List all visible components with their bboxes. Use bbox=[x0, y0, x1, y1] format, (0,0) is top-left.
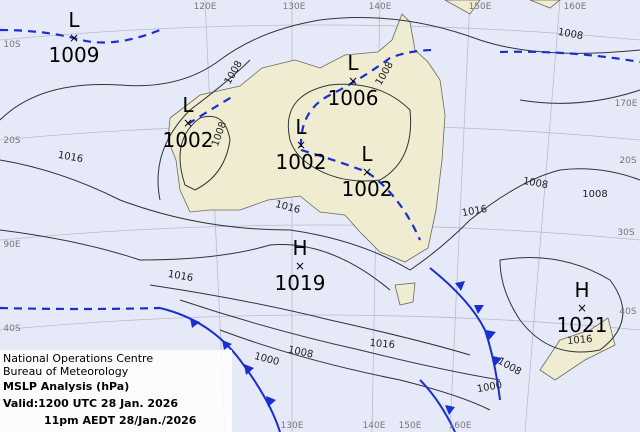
grid-label: 10S bbox=[3, 40, 20, 50]
centre-marker: × bbox=[295, 259, 305, 273]
grid-label: 90E bbox=[3, 240, 20, 250]
centre-marker: × bbox=[69, 31, 79, 45]
centre-kind: H bbox=[292, 236, 307, 260]
isobar-label: 1016 bbox=[57, 150, 84, 165]
centre-value: 1021 bbox=[557, 313, 608, 337]
valid-local: 11pm AEDT 28/Jan./2026 bbox=[44, 414, 197, 427]
info-box bbox=[0, 350, 232, 432]
valid-utc: Valid:1200 UTC 28 Jan. 2026 bbox=[3, 397, 178, 410]
grid-label: 130E bbox=[281, 421, 304, 431]
grid-label: 130E bbox=[283, 2, 306, 12]
centre-value: 1006 bbox=[328, 86, 379, 110]
grid-label: 20S bbox=[3, 136, 20, 146]
isobar-label: 1008 bbox=[287, 345, 314, 361]
cold-fronts bbox=[159, 267, 502, 432]
isobar-label: 1008 bbox=[557, 27, 584, 42]
map-title: MSLP Analysis (hPa) bbox=[3, 380, 129, 393]
isobars bbox=[0, 17, 640, 411]
centre-kind: L bbox=[68, 8, 80, 32]
grid-label: 170E bbox=[615, 99, 638, 109]
centre-kind: L bbox=[182, 93, 194, 117]
australia bbox=[167, 13, 446, 263]
centre-kind: L bbox=[347, 51, 359, 75]
grid-label: 140E bbox=[363, 421, 386, 431]
centre-value: 1002 bbox=[163, 128, 214, 152]
grid-label: 150E bbox=[399, 421, 422, 431]
grid-label: 160E bbox=[564, 2, 587, 12]
centre-kind: L bbox=[361, 142, 373, 166]
centre-value: 1002 bbox=[276, 150, 327, 174]
centre-marker: × bbox=[362, 165, 372, 179]
centre-marker: × bbox=[183, 116, 193, 130]
isobar-label: 1008 bbox=[582, 189, 607, 200]
centre-value: 1019 bbox=[275, 271, 326, 295]
troughs bbox=[0, 28, 640, 311]
isobar-label: 1016 bbox=[567, 334, 593, 347]
tasmania bbox=[394, 282, 416, 306]
centre-kind: L bbox=[295, 115, 307, 139]
new-zealand bbox=[539, 317, 616, 381]
agency: Bureau of Meteorology bbox=[3, 365, 129, 378]
centre-value: 1002 bbox=[342, 177, 393, 201]
centre-kind: H bbox=[574, 278, 589, 302]
grid-label: 40S bbox=[619, 307, 636, 317]
isobar-label: 1016 bbox=[369, 338, 395, 351]
centre-value: 1009 bbox=[49, 43, 100, 67]
grid-label: 30S bbox=[617, 228, 634, 238]
centre-marker: × bbox=[348, 74, 358, 88]
centre-marker: × bbox=[577, 301, 587, 315]
grid-label: 120E bbox=[194, 2, 217, 12]
centre-marker: × bbox=[296, 138, 306, 152]
grid-label: 40S bbox=[3, 324, 20, 334]
new-guinea bbox=[444, 0, 561, 15]
isobar-label: 1000 bbox=[476, 380, 503, 395]
isobar-label: 1016 bbox=[167, 269, 194, 284]
grid-label: 140E bbox=[369, 2, 392, 12]
org: National Operations Centre bbox=[3, 352, 153, 365]
grid-label: 160E bbox=[449, 421, 472, 431]
isobar-label: 1016 bbox=[461, 204, 488, 219]
isobar-label: 1008 bbox=[522, 176, 549, 191]
grid-label: 150E bbox=[469, 2, 492, 12]
grid-label: 20S bbox=[619, 156, 636, 166]
